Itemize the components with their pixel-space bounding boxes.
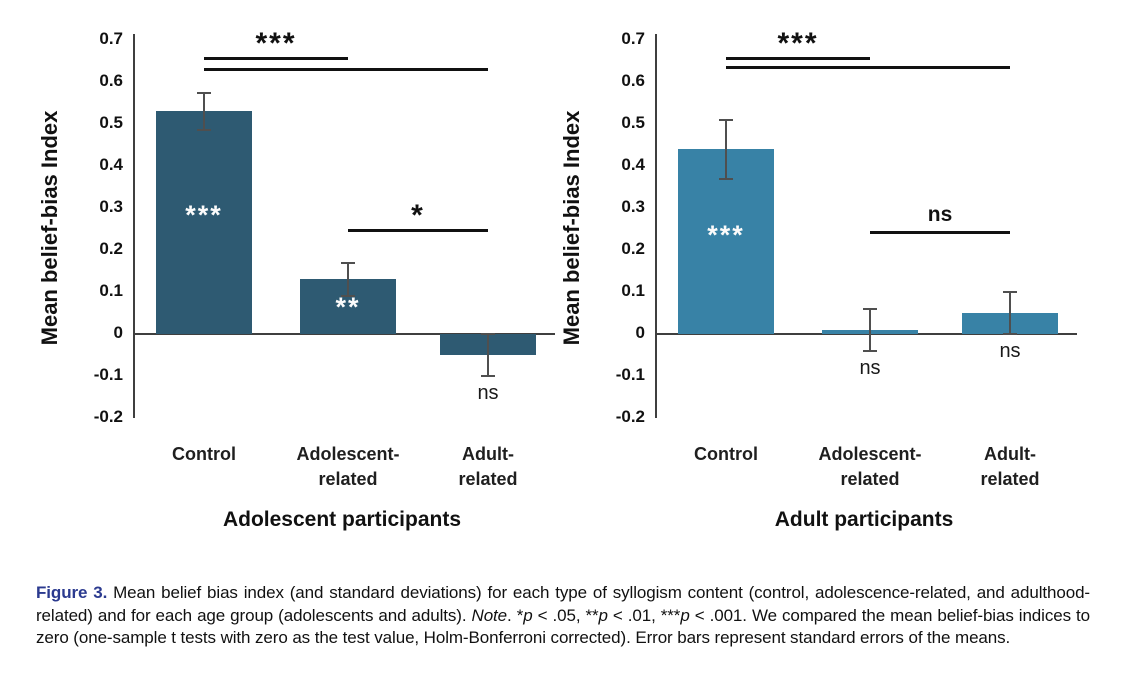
error-bar-cap xyxy=(863,349,877,352)
y-axis-label: Mean belief-bias Index xyxy=(37,110,62,346)
y-axis-line xyxy=(133,34,135,418)
bar xyxy=(156,111,252,334)
error-bar xyxy=(1009,292,1011,334)
zero-line xyxy=(133,333,555,335)
error-bar-cap xyxy=(863,307,877,310)
below-bar-label: ns xyxy=(477,382,499,404)
significance-bracket xyxy=(870,231,1010,235)
chart-title: Adult participants xyxy=(774,508,954,531)
y-tick-label: 0.7 xyxy=(99,29,123,48)
figure-caption: Figure 3. Mean belief bias index (and st… xyxy=(36,582,1090,650)
caption-text: Note xyxy=(471,605,508,625)
chart-title: Adolescent participants xyxy=(222,508,462,531)
y-tick-label: 0.4 xyxy=(621,155,645,174)
error-bar xyxy=(869,308,871,351)
y-tick-label: -0.1 xyxy=(93,365,123,384)
x-category-line: related xyxy=(980,469,1040,489)
caption-text: < .01, *** xyxy=(607,605,681,625)
significance-label: * xyxy=(411,199,425,233)
significance-label: *** xyxy=(255,26,297,60)
caption-text: p xyxy=(523,605,533,625)
y-tick-label: 0.6 xyxy=(621,71,645,90)
error-bar-cap xyxy=(481,375,495,377)
x-category-line: Control xyxy=(694,444,758,464)
y-tick-label: 0.3 xyxy=(99,197,123,216)
x-category-label: Adolescent-related xyxy=(818,442,921,492)
caption-text: < .001. We compared the mean belief-bias… xyxy=(36,605,1091,648)
x-category-line: Control xyxy=(172,444,236,464)
error-bar-cap xyxy=(481,333,495,335)
in-bar-significance: ** xyxy=(335,291,361,322)
x-category-line: related xyxy=(840,469,900,489)
y-tick-label: 0.7 xyxy=(621,29,645,48)
y-tick-label: 0.5 xyxy=(99,113,123,132)
caption-text: Mean belief bias index (and standard dev… xyxy=(36,583,1090,625)
x-category-line: Adolescent- xyxy=(296,444,400,464)
y-axis-line xyxy=(655,34,657,418)
significance-bracket xyxy=(726,66,1010,70)
y-tick-label: -0.2 xyxy=(615,407,645,426)
significance-label: ns xyxy=(927,203,953,227)
figure-number-label: Figure 3. xyxy=(36,583,108,602)
y-tick-label: 0.1 xyxy=(99,281,123,300)
caption-text: < .05, ** xyxy=(532,605,599,625)
y-tick-label: 0.4 xyxy=(99,155,123,174)
error-bar xyxy=(203,92,205,131)
error-bar-cap xyxy=(1003,291,1017,293)
error-bar-cap xyxy=(197,129,211,132)
y-tick-label: 0.2 xyxy=(621,239,645,258)
x-category-line: Adult- xyxy=(462,444,514,464)
chart-adolescent-participants: Mean belief-bias Index 0.7 0.6 0.5 0.4 0.3 0.2… xyxy=(20,0,560,560)
y-tick-label: -0.1 xyxy=(615,365,645,384)
caption-text: . * xyxy=(507,605,524,625)
y-tick-label: 0 xyxy=(635,323,645,342)
error-bar-cap xyxy=(341,261,355,264)
bar xyxy=(678,149,774,334)
y-tick-label: 0.1 xyxy=(621,281,645,300)
caption-text: p xyxy=(598,605,608,625)
significance-bracket xyxy=(726,56,870,60)
x-category-line: Adolescent- xyxy=(818,444,922,464)
y-tick-label: 0.2 xyxy=(99,239,123,258)
y-tick-label: 0.5 xyxy=(621,113,645,132)
x-category-label: Control xyxy=(172,442,236,467)
error-bar-cap xyxy=(197,91,211,94)
significance-bracket xyxy=(204,68,488,72)
error-bar-cap xyxy=(719,118,733,121)
error-bar-cap xyxy=(719,177,733,180)
y-tick-label: 0 xyxy=(113,323,123,342)
y-tick-label: 0.3 xyxy=(621,197,645,216)
significance-bracket xyxy=(204,56,348,60)
error-bar-cap xyxy=(1003,333,1017,335)
x-category-label: Adult-related xyxy=(458,442,517,492)
in-bar-significance: *** xyxy=(707,220,745,251)
significance-bracket xyxy=(348,229,488,233)
below-bar-label: ns xyxy=(859,356,881,379)
x-category-label: Adolescent-related xyxy=(296,442,399,492)
x-category-line: related xyxy=(318,469,378,489)
y-axis-label: Mean belief-bias Index xyxy=(559,110,584,346)
x-category-line: related xyxy=(458,469,518,489)
x-category-line: Adult- xyxy=(984,444,1036,464)
y-tick-label: -0.2 xyxy=(93,407,123,426)
error-bar xyxy=(487,334,489,376)
error-bar xyxy=(725,119,727,179)
error-bar-cap xyxy=(341,295,355,298)
x-category-label: Adult-related xyxy=(980,442,1039,492)
y-tick-label: 0.6 xyxy=(99,71,123,90)
zero-line xyxy=(655,333,1077,335)
chart-adult-participants: Mean belief-bias Index 0.7 0.6 0.5 0.4 0.3 0.2… xyxy=(542,0,1082,560)
error-bar xyxy=(347,262,349,297)
in-bar-significance: *** xyxy=(185,199,223,230)
significance-label: *** xyxy=(777,26,819,60)
x-category-label: Control xyxy=(694,442,758,467)
below-bar-label: ns xyxy=(999,340,1021,362)
caption-text: p xyxy=(680,605,690,625)
